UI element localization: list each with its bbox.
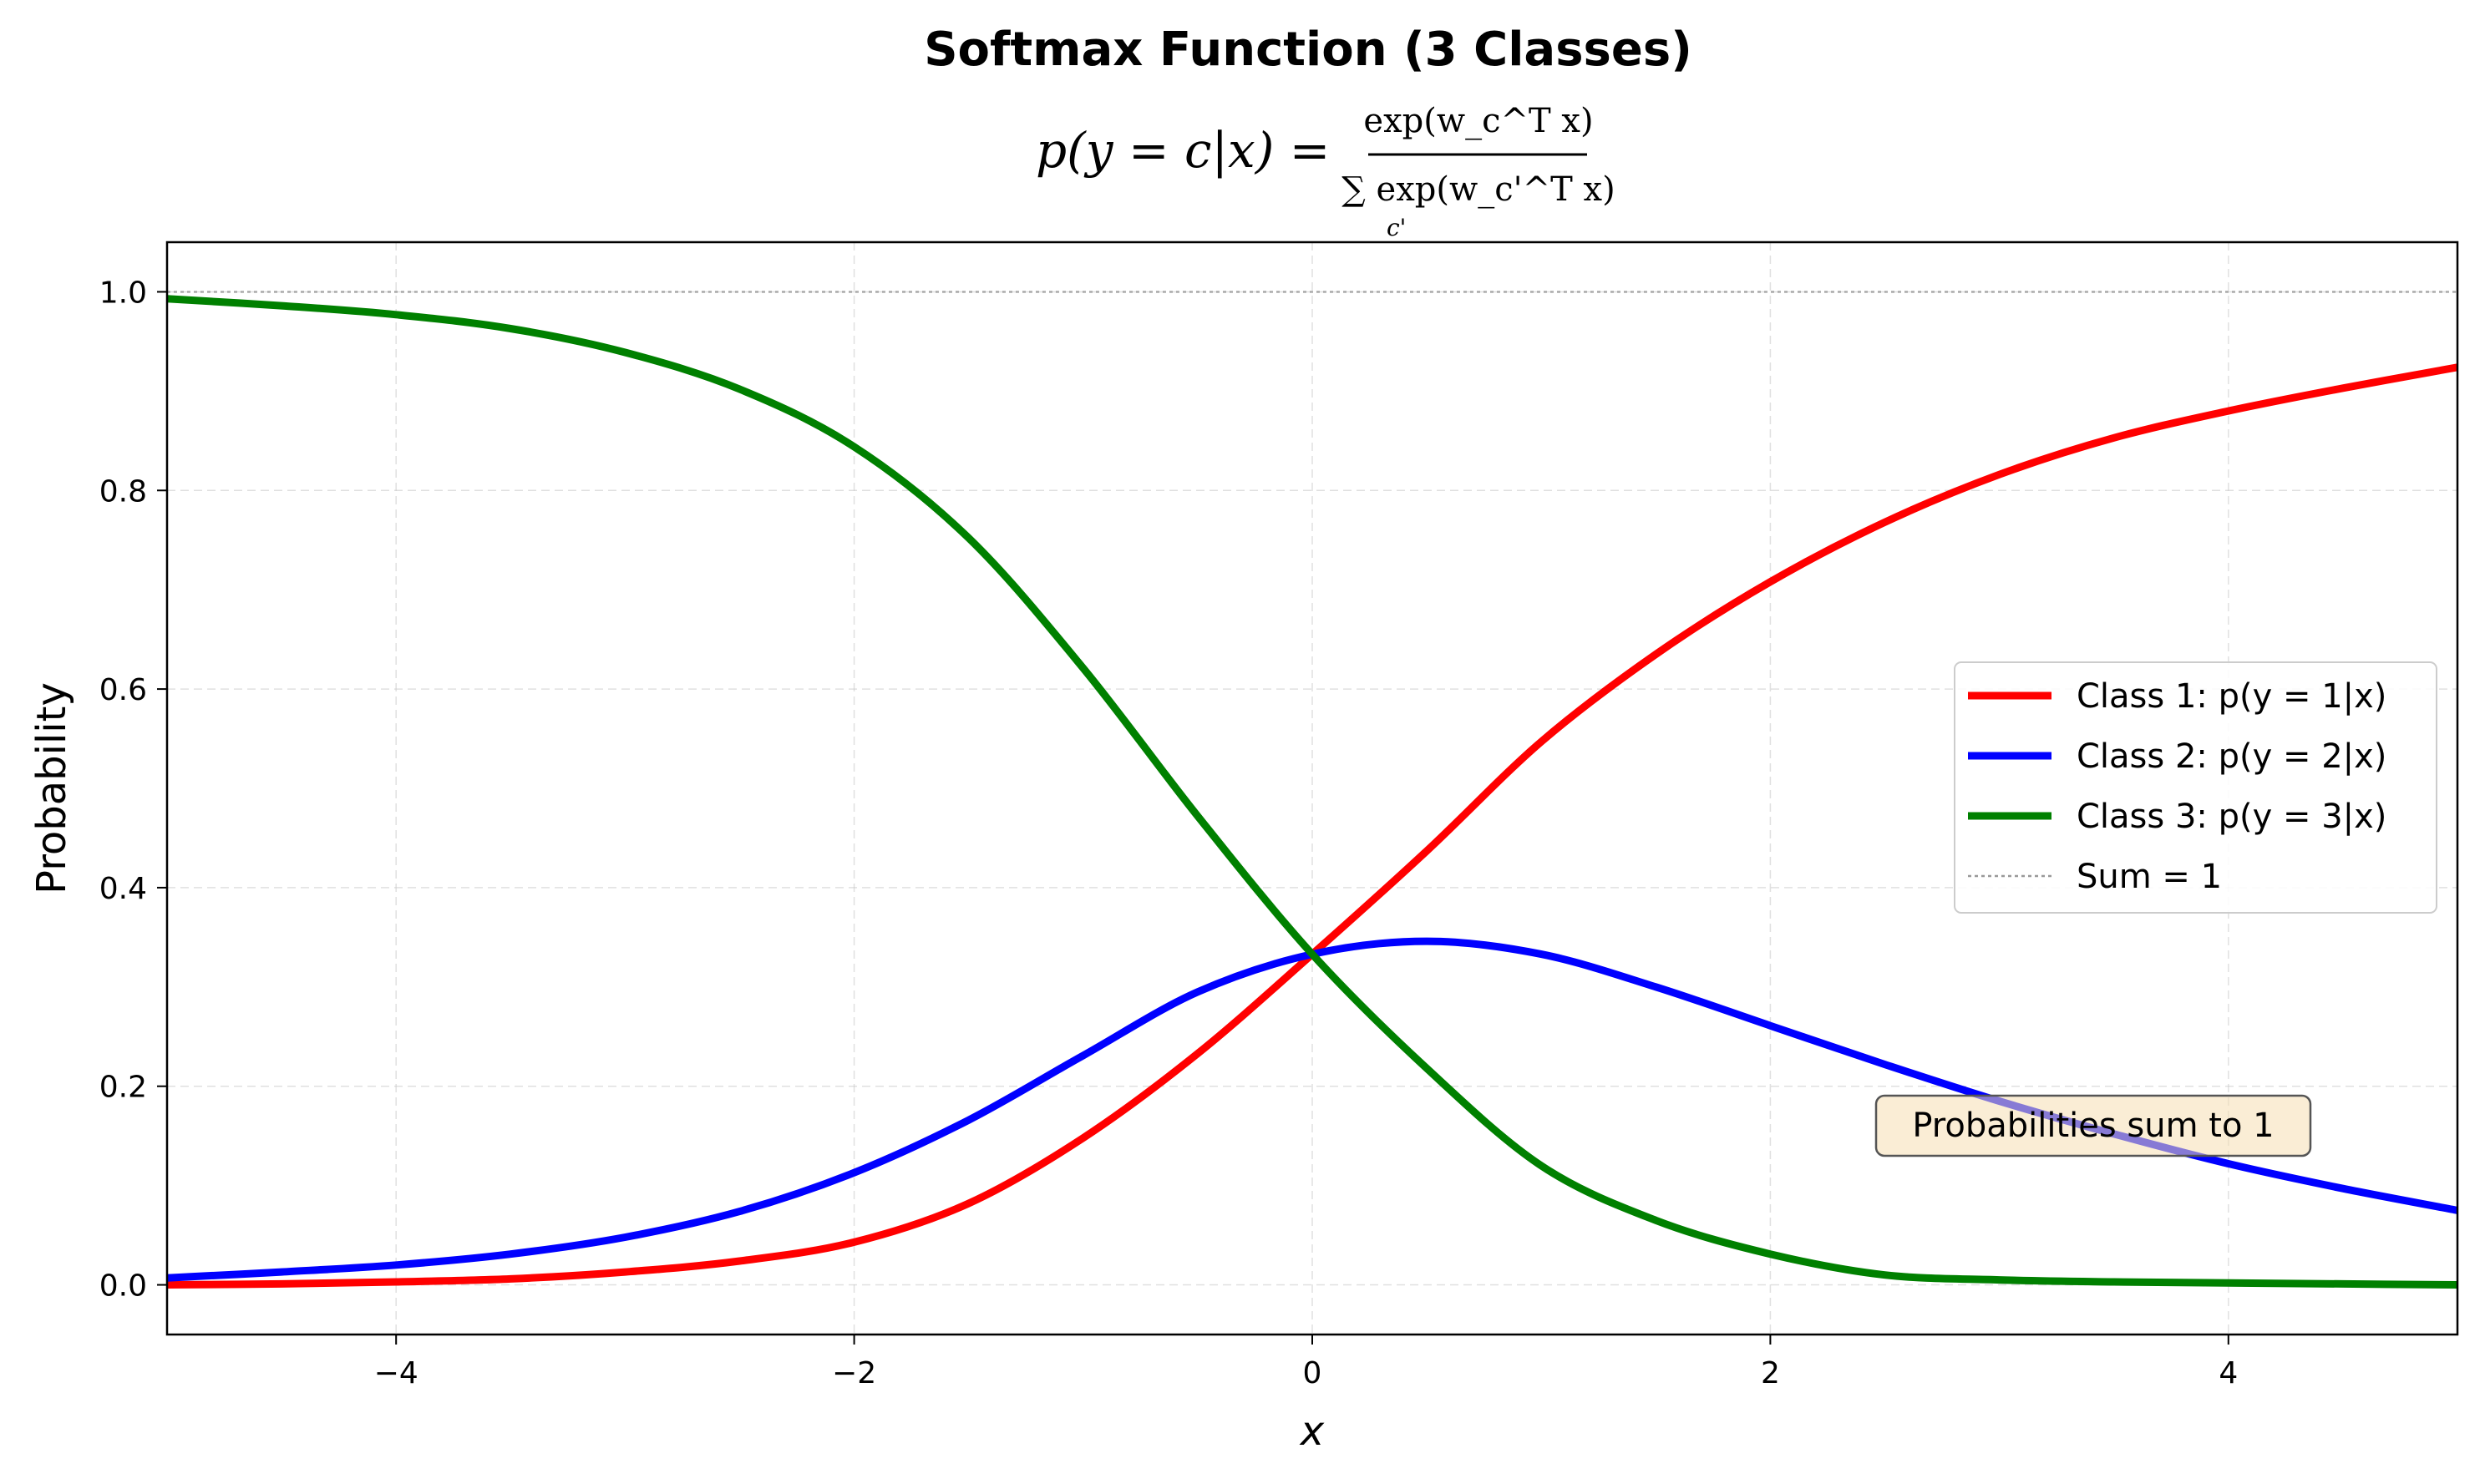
y-tick-label: 1.0 [99,276,147,310]
legend-label: Class 2: p(y = 2|x) [2077,737,2386,776]
x-tick-label: −4 [374,1356,418,1390]
series-line-class-3 [166,295,2458,1289]
y-tick-label: 0.8 [99,474,147,509]
x-axis-label: x [1299,1408,1325,1455]
legend-label: Class 3: p(y = 3|x) [2077,798,2386,836]
annotation-text: Probabilities sum to 1 [1912,1107,2274,1145]
formula-sum-index: c' [1387,214,1406,241]
legend: Class 1: p(y = 1|x) Class 2: p(y = 2|x) Cl… [1954,661,2437,914]
x-tick-label: 4 [2219,1356,2238,1390]
formula-numerator: exp(w_c^T x) [1363,102,1593,140]
x-tick-label: −2 [832,1356,876,1390]
y-tick-label: 0.4 [99,872,147,906]
y-tick-label: 0.0 [99,1269,147,1304]
formula-lhs: p(y = c|x) = [1036,122,1330,179]
chart-title: Softmax Function (3 Classes) [924,23,1692,77]
formula-denominator: ∑ exp(w_c'^T x) [1341,170,1615,209]
y-axis-label: Probability [28,682,75,894]
x-axis-ticks: −4 −2 0 2 4 [374,1335,2238,1390]
legend-label: Class 1: p(y = 1|x) [2077,677,2386,716]
annotation: Probabilities sum to 1 [1874,1094,2312,1157]
x-tick-label: 0 [1303,1356,1322,1390]
y-axis-ticks: 0.0 0.2 0.4 0.6 0.8 1.0 [99,276,167,1304]
series-line-class-1 [166,363,2458,1289]
y-tick-label: 0.6 [99,673,147,707]
x-tick-label: 2 [1761,1356,1780,1390]
chart-formula: p(y = c|x) = exp(w_c^T x) ∑ exp(w_c'^T x… [1036,102,1615,241]
y-tick-label: 0.2 [99,1071,147,1105]
legend-label: Sum = 1 [2077,858,2222,896]
annotation-box [1874,1094,2312,1157]
legend-box [1954,661,2437,914]
